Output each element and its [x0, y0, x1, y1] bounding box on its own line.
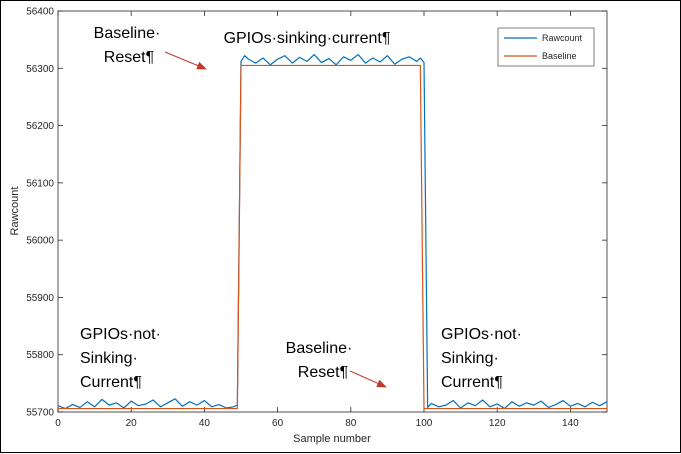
x-tick-label: 80	[345, 418, 357, 429]
x-tick-label: 100	[416, 418, 433, 429]
annotation-baseline-reset-top-line1: Baseline·	[94, 25, 161, 42]
y-tick-label: 56100	[26, 178, 54, 189]
y-tick-label: 56000	[26, 236, 54, 247]
annotation-not-sinking-right-line2: Sinking·	[441, 350, 499, 367]
y-tick-label: 56400	[26, 7, 54, 18]
legend: Rawcount Baseline	[497, 27, 595, 67]
annotation-arrow-mid	[349, 370, 387, 388]
y-tick-label: 56300	[26, 64, 54, 75]
y-tick-label: 55700	[26, 408, 54, 419]
annotation-not-sinking-right-line1: GPIOs·not·	[441, 326, 522, 343]
series-line-rawcount	[57, 53, 608, 410]
x-tick-label: 120	[489, 418, 506, 429]
y-tick-label: 55800	[26, 350, 54, 361]
x-axis-title: Sample number	[293, 433, 371, 445]
legend-box	[497, 27, 595, 67]
x-tick-label: 20	[126, 418, 138, 429]
annotation-not-sinking-left-line1: GPIOs·not·	[80, 326, 161, 343]
y-tick-label: 55900	[26, 293, 54, 304]
annotation-baseline-reset-mid-line2: Reset¶	[298, 364, 348, 381]
x-axis: 0 20 40 60 80 100 120 140	[55, 11, 579, 429]
annotation-arrow-top	[164, 51, 207, 70]
y-axis: 55700 55800 55900 56000 56100 56200 56300 56400	[26, 7, 607, 419]
series-line-baseline	[58, 64, 607, 410]
annotations: Baseline· Reset¶ GPIOs·sinking·current¶ …	[80, 25, 522, 391]
annotation-not-sinking-left-line3: Current¶	[80, 374, 142, 391]
x-tick-label: 60	[272, 418, 284, 429]
annotation-baseline-reset-top-line2: Reset¶	[104, 49, 154, 66]
x-tick-label: 140	[562, 418, 579, 429]
annotation-baseline-reset-mid-line1: Baseline·	[286, 340, 353, 357]
legend-label-baseline: Baseline	[542, 51, 577, 61]
x-tick-label: 40	[199, 418, 211, 429]
annotation-not-sinking-right-line3: Current¶	[441, 374, 503, 391]
plot-area	[57, 10, 608, 413]
series-layer	[57, 53, 608, 410]
legend-label-rawcount: Rawcount	[542, 33, 583, 43]
x-tick-label: 0	[55, 418, 61, 429]
annotation-gpios-sinking: GPIOs·sinking·current¶	[224, 30, 391, 47]
annotation-not-sinking-left-line2: Sinking·	[80, 350, 138, 367]
y-axis-title: Rawcount	[9, 187, 21, 236]
y-tick-label: 56200	[26, 121, 54, 132]
